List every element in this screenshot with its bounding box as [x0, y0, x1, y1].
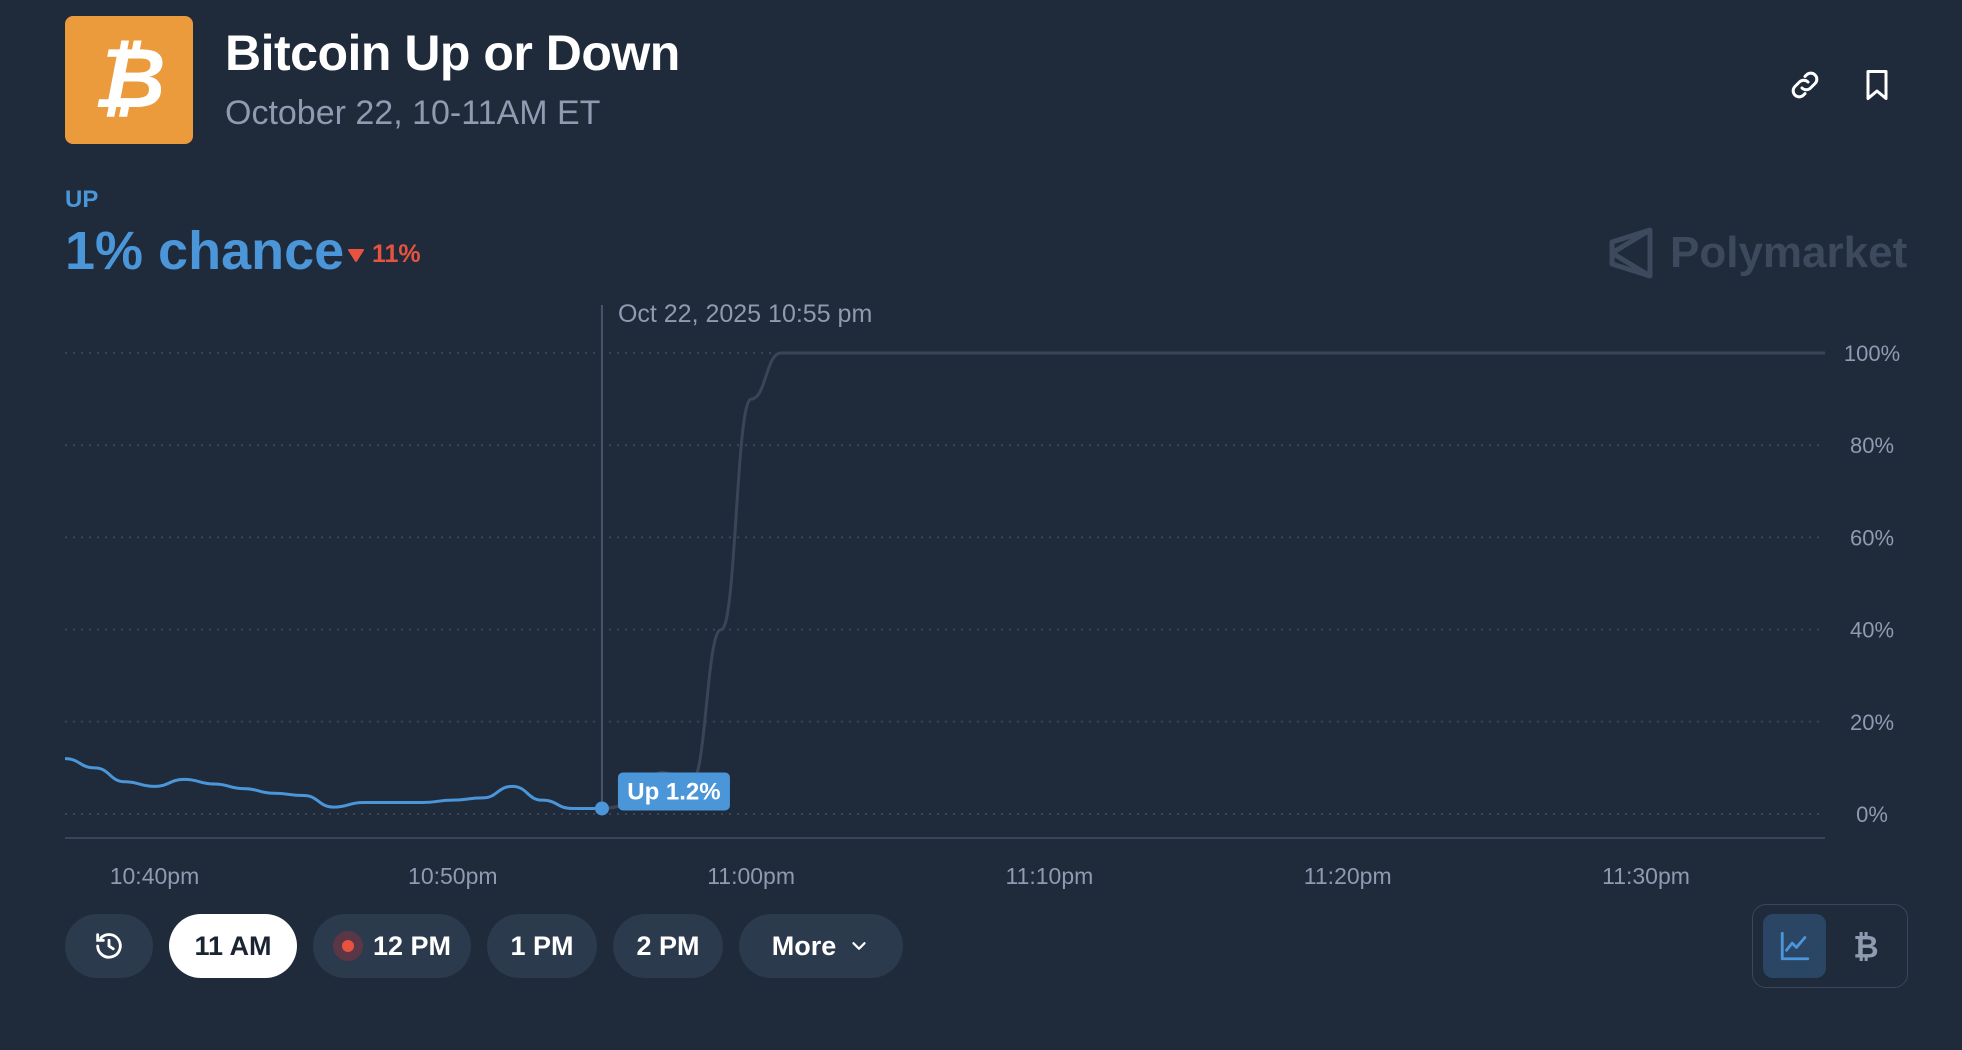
x-tick-label: 11:30pm [1602, 863, 1690, 889]
series-line-future [601, 351, 1825, 810]
y-tick-label: 60% [1850, 525, 1894, 550]
tab-12pm-label: 12 PM [372, 930, 452, 961]
polymarket-watermark: Polymarket [1606, 226, 1907, 280]
outcome-label: UP [65, 186, 99, 213]
x-tick-label: 11:10pm [1006, 863, 1094, 889]
tab-11am[interactable]: 11 AM [169, 914, 297, 978]
chart-view-toggle: ₿ [1752, 904, 1908, 988]
y-tick-label: 20% [1850, 710, 1894, 735]
hover-badge: Up 1.2% [617, 772, 730, 811]
hover-date: Oct 22, 2025 10:55 pm [618, 300, 872, 328]
chance-change-value: 11% [372, 240, 421, 268]
chevron-down-icon [852, 942, 866, 950]
line-chart-view-button[interactable] [1763, 914, 1826, 978]
more-label: More [771, 930, 837, 961]
tab-2pm[interactable]: 2 PM [613, 914, 723, 978]
chance-change: 11% [346, 240, 421, 269]
down-triangle-icon [348, 248, 364, 262]
y-tick-label: 0% [1856, 802, 1888, 827]
line-chart-icon [1780, 931, 1809, 961]
bookmark-icon [1866, 70, 1888, 100]
time-controls: 11 AM 12 PM 1 PM 2 PM More [65, 914, 903, 978]
hover-badge-text: Up 1.2% [627, 778, 720, 805]
x-tick-label: 11:00pm [707, 863, 795, 889]
market-logo: ₿ [65, 16, 193, 144]
y-tick-label: 40% [1850, 618, 1894, 643]
outcome-chance: 1% chance [65, 221, 345, 281]
bookmark-button[interactable] [1852, 60, 1902, 110]
hover-point [594, 801, 609, 816]
bitcoin-price-icon: ₿ [1853, 929, 1878, 963]
bitcoin-icon: ₿ [92, 37, 165, 123]
bitcoin-price-view-button[interactable]: ₿ [1834, 914, 1897, 978]
live-indicator-icon [332, 931, 363, 961]
svg-text:₿: ₿ [1853, 929, 1878, 963]
x-tick-label: 11:20pm [1304, 863, 1392, 889]
y-tick-label: 80% [1850, 433, 1894, 458]
x-tick-label: 10:40pm [110, 863, 200, 889]
tab-12pm[interactable]: 12 PM [313, 914, 471, 978]
price-chart[interactable]: 100% 80% 60% 40% 20% 0% 10:40pm 10:50pm 11:00pm… [0, 0, 1962, 900]
x-tick-label: 10:50pm [408, 863, 498, 889]
tab-1pm[interactable]: 1 PM [487, 914, 597, 978]
svg-text:₿: ₿ [92, 37, 165, 123]
market-title: Bitcoin Up or Down [225, 25, 680, 81]
more-dropdown[interactable]: More [739, 914, 903, 978]
history-icon [96, 933, 122, 959]
link-icon [1791, 71, 1819, 99]
series-line-up [64, 757, 602, 810]
polymarket-logo-icon [1609, 227, 1653, 279]
history-button[interactable] [65, 914, 153, 978]
y-tick-label: 100% [1844, 341, 1900, 366]
market-subtitle: October 22, 10-11AM ET [225, 94, 601, 132]
watermark-text: Polymarket [1670, 228, 1908, 277]
copy-link-button[interactable] [1780, 60, 1830, 110]
market-header: ₿ Bitcoin Up or Down October 22, 10-11AM… [65, 16, 1915, 146]
